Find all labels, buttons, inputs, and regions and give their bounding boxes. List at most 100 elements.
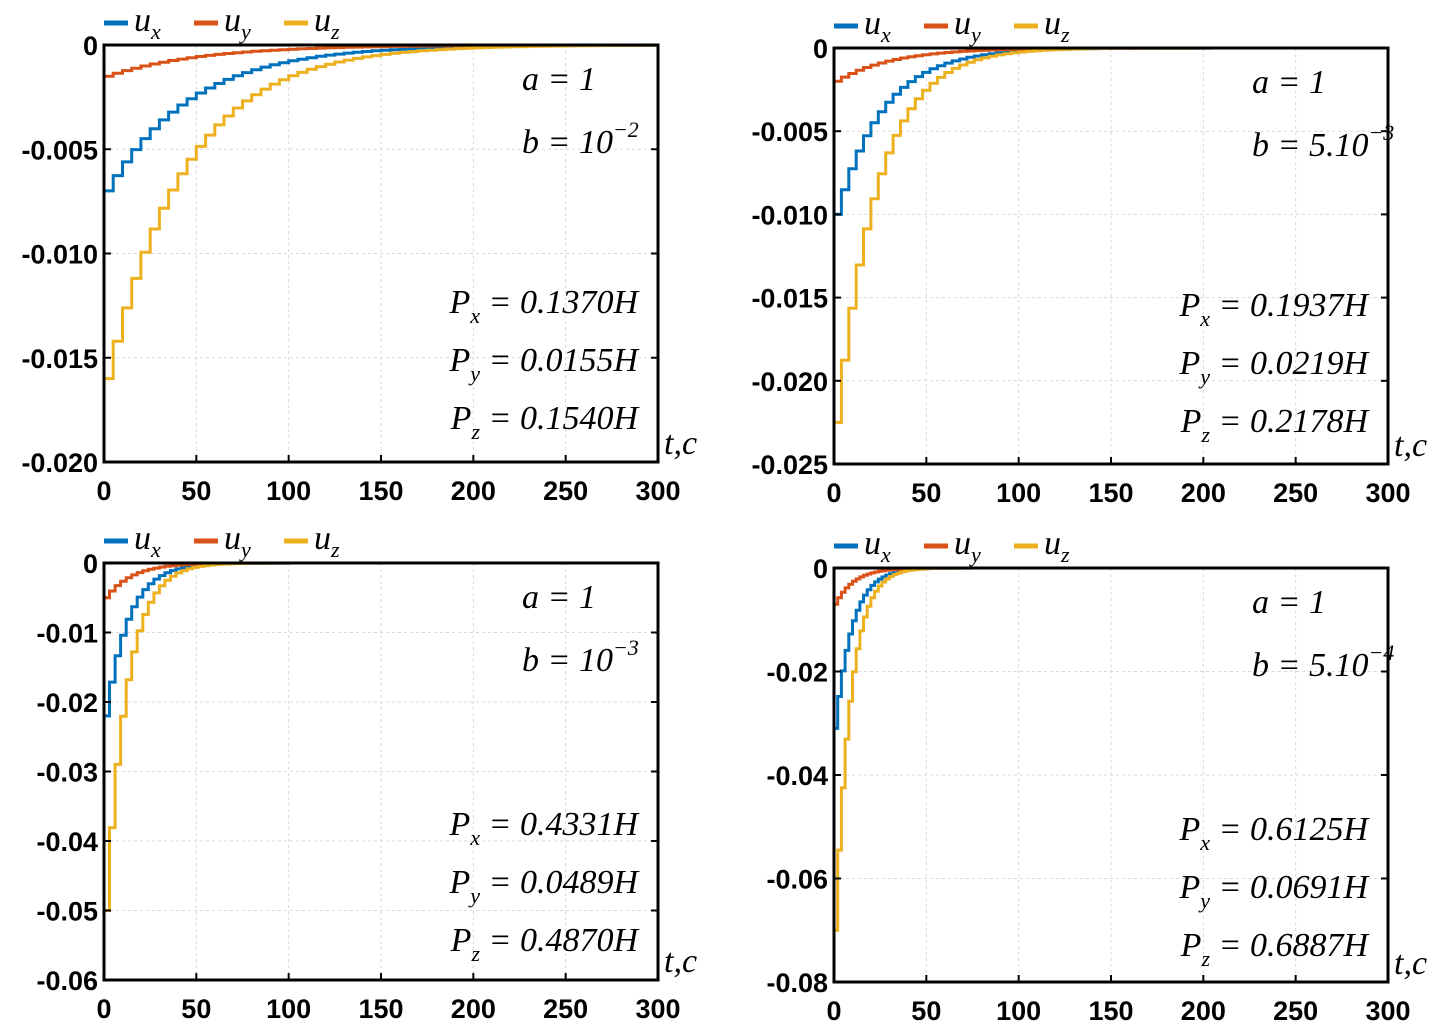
y-tick-label: -0.020	[21, 448, 98, 478]
x-axis-label: t,c	[664, 943, 697, 980]
legend-label-x: ux	[864, 525, 891, 567]
x-tick-label: 200	[451, 994, 496, 1024]
annotation-Py: Py = 0.0219H	[1178, 345, 1370, 389]
x-tick-label: 150	[358, 476, 403, 506]
annotation-Pz: Pz = 0.4870H	[450, 922, 641, 966]
param-a: a = 1	[522, 61, 596, 98]
legend-label-y: uy	[954, 525, 981, 567]
param-b: b = 5.10−4	[1252, 640, 1394, 684]
y-tick-label: -0.06	[766, 865, 828, 895]
x-tick-label: 100	[266, 476, 311, 506]
legend-label-z: uz	[314, 2, 340, 44]
y-tick-label: 0	[83, 549, 98, 579]
legend: ux uy uz	[834, 5, 1070, 47]
grid	[834, 48, 1388, 464]
y-tick-label: -0.04	[36, 827, 98, 857]
chart-panel-1: 0 50 100 150 200 250 300 0 -0.005 -0.010 -0.015 -0.…	[21, 2, 697, 506]
x-tick-label: 200	[1181, 478, 1226, 508]
legend: ux uy uz	[834, 525, 1070, 567]
legend-label-z: uz	[1044, 5, 1070, 47]
y-tick-label: -0.015	[751, 284, 828, 314]
y-tick-label: -0.010	[21, 240, 98, 270]
x-tick-label: 250	[543, 476, 588, 506]
y-tick-label: 0	[813, 34, 828, 64]
x-tick-label: 0	[96, 476, 111, 506]
plot-area	[834, 48, 1388, 464]
grid	[104, 563, 658, 980]
x-tick-label: 50	[181, 476, 211, 506]
param-b: b = 10−2	[522, 117, 639, 161]
legend-label-x: ux	[134, 520, 161, 562]
x-tick-label: 50	[911, 996, 941, 1026]
param-b: b = 5.10−3	[1252, 120, 1394, 164]
annotation-Px: Px = 0.1370H	[448, 284, 640, 328]
y-tick-label: -0.05	[36, 897, 98, 927]
x-tick-label: 150	[358, 994, 403, 1024]
legend-label-y: uy	[224, 520, 251, 562]
y-tick-label: -0.06	[36, 966, 98, 996]
x-tick-label: 150	[1088, 996, 1133, 1026]
y-tick-label: 0	[813, 554, 828, 584]
y-tick-label: -0.005	[21, 135, 98, 165]
annotation-Pz: Pz = 0.6887H	[1180, 927, 1371, 971]
x-tick-label: 300	[1365, 996, 1410, 1026]
chart-panel-3: 0 50 100 150 200 250 300 0 -0.01 -0.02 -0.03 -0.04 -…	[36, 520, 697, 1024]
annotation-Px: Px = 0.1937H	[1178, 287, 1370, 331]
legend-label-z: uz	[1044, 525, 1070, 567]
y-tick-label: -0.08	[766, 968, 828, 998]
chart-panel-4: 0 50 100 150 200 250 300 0 -0.02 -0.04 -0.06 -0.08 t…	[766, 525, 1427, 1026]
y-tick-label: -0.005	[751, 117, 828, 147]
x-tick-label: 0	[826, 478, 841, 508]
x-axis-label: t,c	[1394, 427, 1427, 464]
y-tick-label: -0.015	[21, 344, 98, 374]
param-a: a = 1	[522, 579, 596, 616]
param-b: b = 10−3	[522, 635, 639, 679]
param-a: a = 1	[1252, 64, 1326, 101]
annotation-Py: Py = 0.0691H	[1178, 869, 1370, 913]
legend-label-y: uy	[224, 2, 251, 44]
annotation-Py: Py = 0.0489H	[448, 864, 640, 908]
x-tick-label: 250	[1273, 478, 1318, 508]
legend-label-y: uy	[954, 5, 981, 47]
y-tick-label: -0.020	[751, 367, 828, 397]
y-tick-label: -0.025	[751, 450, 828, 480]
x-tick-label: 300	[635, 994, 680, 1024]
chart-panel-2: 0 50 100 150 200 250 300 0 -0.005 -0.010 -0.015 -0.…	[751, 5, 1427, 508]
x-tick-label: 250	[1273, 996, 1318, 1026]
legend: ux uy uz	[104, 2, 340, 44]
param-a: a = 1	[1252, 584, 1326, 621]
x-tick-label: 200	[451, 476, 496, 506]
x-tick-label: 100	[996, 996, 1041, 1026]
x-tick-label: 50	[181, 994, 211, 1024]
y-tick-label: -0.04	[766, 761, 828, 791]
grid	[834, 568, 1388, 982]
annotation-Px: Px = 0.6125H	[1178, 811, 1370, 855]
x-tick-label: 150	[1088, 478, 1133, 508]
legend: ux uy uz	[104, 520, 340, 562]
x-tick-label: 200	[1181, 996, 1226, 1026]
legend-label-z: uz	[314, 520, 340, 562]
legend-label-x: ux	[134, 2, 161, 44]
y-tick-label: 0	[83, 31, 98, 61]
x-tick-label: 50	[911, 478, 941, 508]
y-tick-label: -0.03	[36, 758, 98, 788]
x-axis-label: t,c	[1394, 945, 1427, 982]
x-tick-label: 300	[635, 476, 680, 506]
x-tick-label: 300	[1365, 478, 1410, 508]
x-tick-label: 100	[266, 994, 311, 1024]
x-tick-label: 0	[826, 996, 841, 1026]
y-tick-label: -0.01	[36, 619, 98, 649]
x-tick-label: 100	[996, 478, 1041, 508]
annotation-Py: Py = 0.0155H	[448, 342, 640, 386]
annotation-Pz: Pz = 0.2178H	[1180, 403, 1371, 447]
y-tick-label: -0.02	[36, 688, 98, 718]
x-axis-label: t,c	[664, 425, 697, 462]
legend-label-x: ux	[864, 5, 891, 47]
annotation-Pz: Pz = 0.1540H	[450, 400, 641, 444]
x-tick-label: 250	[543, 994, 588, 1024]
y-tick-label: -0.02	[766, 658, 828, 688]
y-tick-label: -0.010	[751, 200, 828, 230]
x-tick-label: 0	[96, 994, 111, 1024]
annotation-Px: Px = 0.4331H	[448, 806, 640, 850]
